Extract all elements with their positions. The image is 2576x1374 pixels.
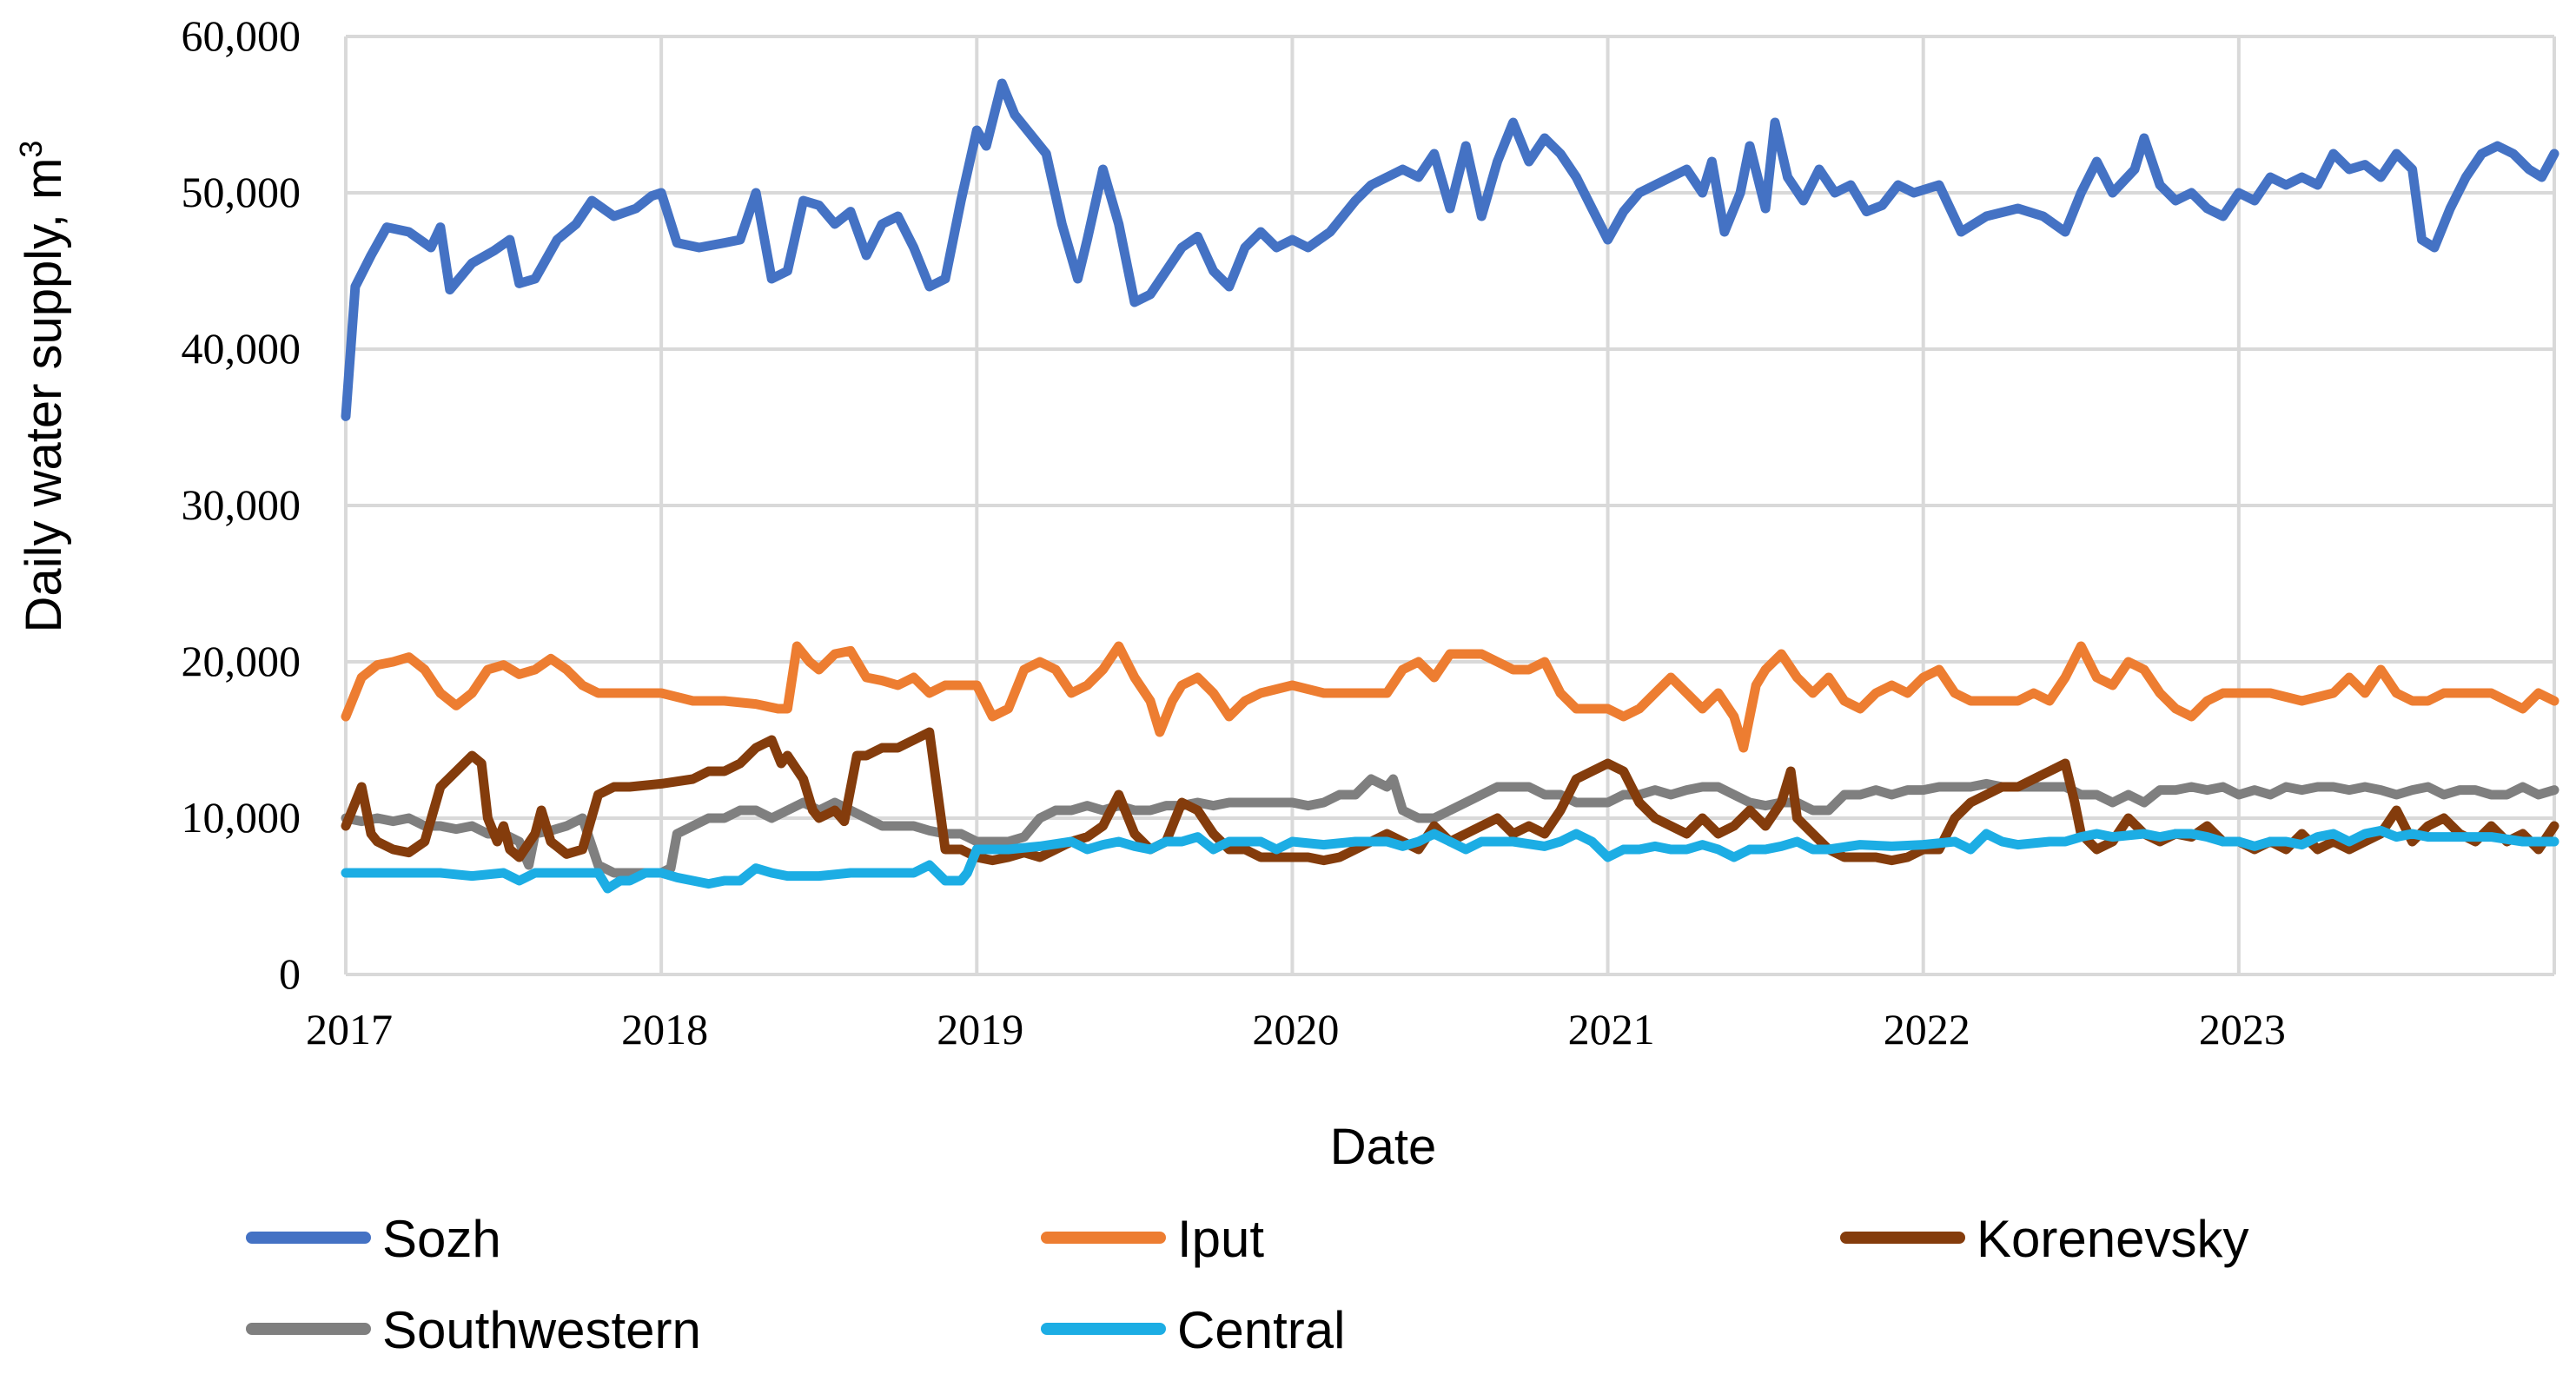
x-tick-label: 2018 [621,1005,708,1054]
x-tick-label: 2021 [1568,1005,1655,1054]
series-line-central [341,825,2559,894]
x-tick-label: 2023 [2199,1005,2286,1054]
legend-label-southwestern: Southwestern [382,1301,701,1359]
y-axis-ticks: 0 10,000 20,000 30,000 40,000 50,000 60,000 [182,11,301,998]
series-line-iput [341,641,2559,753]
legend: Sozh Iput Korenevsky Southwestern Central [246,1210,2248,1359]
legend-label-central: Central [1177,1301,1345,1359]
y-tick-label: 0 [279,949,301,998]
y-tick-label: 10,000 [182,793,301,842]
y-tick-label: 50,000 [182,168,301,216]
legend-label-iput: Iput [1177,1210,1264,1268]
y-tick-label: 20,000 [182,637,301,685]
y-tick-label: 60,000 [182,11,301,60]
y-tick-label: 30,000 [182,480,301,529]
legend-label-sozh: Sozh [382,1210,501,1268]
x-tick-label: 2022 [1884,1005,1970,1054]
legend-label-korenevsky: Korenevsky [1977,1210,2248,1268]
x-tick-label: 2019 [937,1005,1023,1054]
series-lines [341,78,2559,894]
series-line-southwestern [341,774,2559,878]
x-tick-label: 2020 [1252,1005,1339,1054]
y-axis-title: Daily water supply, m3 [13,141,72,633]
y-tick-label: 40,000 [182,324,301,373]
x-axis-title: Date [1330,1119,1437,1175]
x-axis-ticks: 2017 2018 2019 2020 2021 2022 2023 [306,1005,2286,1054]
series-line-sozh [341,78,2559,421]
x-tick-label: 2017 [306,1005,393,1054]
